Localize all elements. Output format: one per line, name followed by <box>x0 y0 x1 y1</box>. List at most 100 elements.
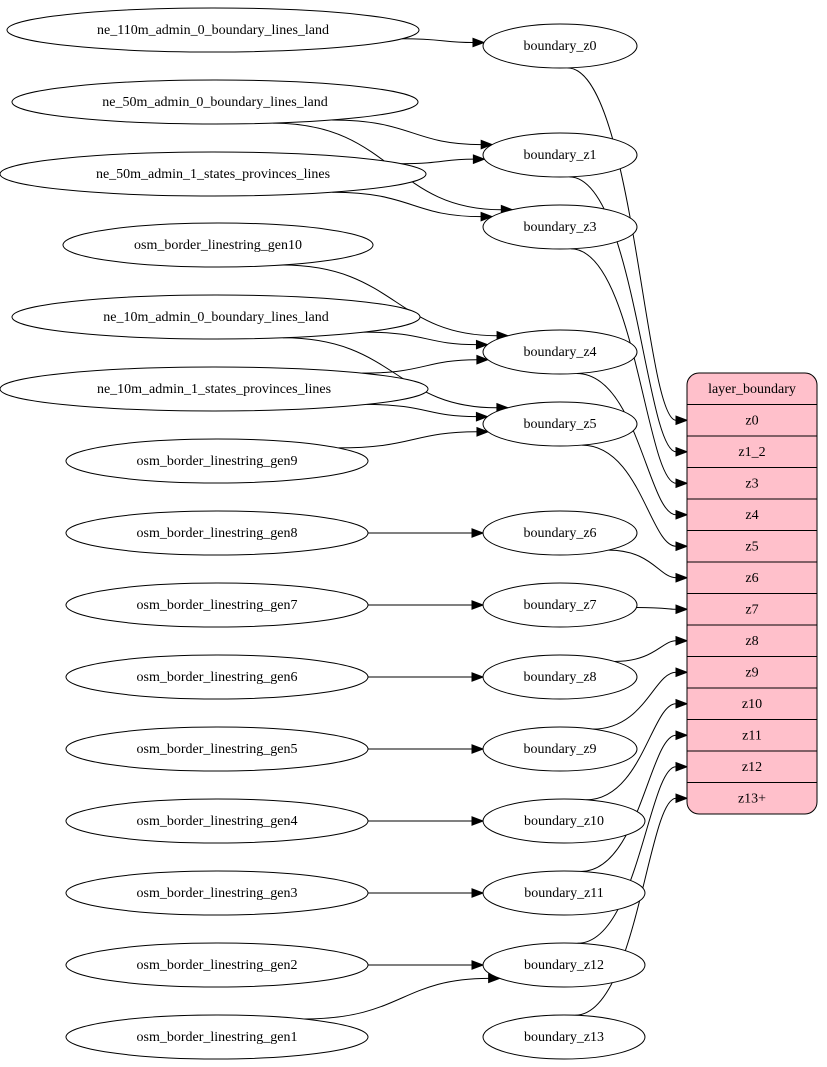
boundary-node-boundary_z6[interactable]: boundary_z6 <box>482 510 638 556</box>
node-label: osm_border_linestring_gen3 <box>137 886 298 901</box>
edge-boundary_z3-to-z3 <box>570 248 689 489</box>
boundary-node-boundary_z1[interactable]: boundary_z1 <box>482 132 638 178</box>
source-node-ne_50m_admin_0_boundary_lines_land[interactable]: ne_50m_admin_0_boundary_lines_land <box>11 79 419 125</box>
source-node-osm_border_linestring_gen2[interactable]: osm_border_linestring_gen2 <box>65 942 369 988</box>
node-ellipse <box>11 79 419 125</box>
boundary-node-boundary_z0[interactable]: boundary_z0 <box>482 23 638 69</box>
edge-boundary_z9-to-z9 <box>592 667 689 730</box>
source-node-osm_border_linestring_gen5[interactable]: osm_border_linestring_gen5 <box>65 726 369 772</box>
source-node-osm_border_linestring_gen8[interactable]: osm_border_linestring_gen8 <box>65 510 369 556</box>
edge-osm_border_linestring_gen1-to-boundary_z12 <box>303 973 502 1020</box>
edge-path <box>586 703 677 801</box>
source-node-ne_10m_admin_1_states_provinces_lines[interactable]: ne_10m_admin_1_states_provinces_lines <box>0 366 429 412</box>
table-row-z8[interactable]: z8 <box>745 634 758 649</box>
edge-ne_50m_admin_1_states_provinces_lines-to-boundary_z3 <box>332 191 494 222</box>
node-ellipse <box>482 401 638 447</box>
node-ellipse <box>11 294 421 340</box>
source-node-osm_border_linestring_gen6[interactable]: osm_border_linestring_gen6 <box>65 654 369 700</box>
node-label: boundary_z0 <box>523 39 596 54</box>
table-row-z12[interactable]: z12 <box>742 760 762 775</box>
edge-arrowhead <box>476 354 490 365</box>
source-node-ne_10m_admin_0_boundary_lines_land[interactable]: ne_10m_admin_0_boundary_lines_land <box>11 294 421 340</box>
edge-arrowhead <box>675 572 689 583</box>
node-ellipse <box>65 582 369 628</box>
node-label: osm_border_linestring_gen9 <box>137 454 298 469</box>
edge-arrowhead <box>675 667 689 678</box>
edge-ne_10m_admin_1_states_provinces_lines-to-boundary_z4 <box>362 354 490 374</box>
edge-osm_border_linestring_gen6-to-boundary_z8 <box>368 672 485 682</box>
table-row-z4[interactable]: z4 <box>745 508 758 523</box>
edge-path <box>366 403 477 418</box>
edge-arrowhead <box>675 478 689 489</box>
source-node-osm_border_linestring_gen9[interactable]: osm_border_linestring_gen9 <box>65 438 369 484</box>
node-ellipse <box>482 204 638 250</box>
edge-path <box>576 372 677 516</box>
edge-ne_10m_admin_1_states_provinces_lines-to-boundary_z5 <box>366 403 489 422</box>
table-row-z0[interactable]: z0 <box>745 413 758 428</box>
source-node-osm_border_linestring_gen3[interactable]: osm_border_linestring_gen3 <box>65 870 369 916</box>
table-row-z13+[interactable]: z13+ <box>738 791 766 806</box>
boundary-node-boundary_z8[interactable]: boundary_z8 <box>482 654 638 700</box>
edge-path <box>362 359 477 374</box>
table-row-z10[interactable]: z10 <box>742 697 762 712</box>
boundary-node-boundary_z10[interactable]: boundary_z10 <box>482 798 646 844</box>
edge-arrowhead <box>472 154 486 165</box>
edge-path <box>581 444 677 547</box>
table-row-z5[interactable]: z5 <box>745 539 758 554</box>
edge-path <box>282 264 498 337</box>
edge-arrowhead <box>471 888 485 898</box>
source-node-osm_border_linestring_gen10[interactable]: osm_border_linestring_gen10 <box>62 222 374 268</box>
edge-arrowhead <box>675 635 689 646</box>
node-ellipse <box>62 222 374 268</box>
edge-osm_border_linestring_gen2-to-boundary_z12 <box>368 960 485 970</box>
node-label: ne_50m_admin_0_boundary_lines_land <box>102 95 328 110</box>
node-ellipse <box>482 582 638 628</box>
edge-arrowhead <box>675 541 689 552</box>
table-row-z1_2[interactable]: z1_2 <box>738 445 765 460</box>
edge-path <box>614 640 677 662</box>
edge-boundary_z6-to-z6 <box>608 549 689 583</box>
source-node-ne_110m_admin_0_boundary_lines_land[interactable]: ne_110m_admin_0_boundary_lines_land <box>6 7 420 53</box>
edge-path <box>570 248 677 484</box>
source-node-ne_50m_admin_1_states_provinces_lines[interactable]: ne_50m_admin_1_states_provinces_lines <box>0 151 427 197</box>
edge-osm_border_linestring_gen5-to-boundary_z9 <box>367 744 485 754</box>
source-node-osm_border_linestring_gen1[interactable]: osm_border_linestring_gen1 <box>65 1014 369 1060</box>
boundary-node-boundary_z12[interactable]: boundary_z12 <box>482 942 646 988</box>
node-label: ne_50m_admin_1_states_provinces_lines <box>96 167 330 182</box>
edge-boundary_z5-to-z5 <box>581 444 689 552</box>
edge-arrowhead <box>675 698 689 709</box>
boundary-node-boundary_z5[interactable]: boundary_z5 <box>482 401 638 447</box>
table-row-z3[interactable]: z3 <box>745 476 758 491</box>
node-label: ne_10m_admin_1_states_provinces_lines <box>97 382 331 397</box>
edge-path <box>580 734 677 872</box>
table-row-z7[interactable]: z7 <box>745 602 758 617</box>
node-ellipse <box>6 7 420 53</box>
boundary-node-boundary_z11[interactable]: boundary_z11 <box>482 870 646 916</box>
edge-arrowhead <box>471 960 485 970</box>
boundary-node-boundary_z9[interactable]: boundary_z9 <box>482 726 638 772</box>
edge-arrowhead <box>675 793 689 804</box>
edge-arrowhead <box>675 509 689 520</box>
node-ellipse <box>482 132 638 178</box>
boundary-node-boundary_z3[interactable]: boundary_z3 <box>482 204 638 250</box>
node-ellipse <box>65 654 369 700</box>
layer-boundary-table: layer_boundary z0 z1_2 z3 z4 z5 z6 z7 z8 z9 z10 z11… <box>686 372 818 815</box>
table-row-z9[interactable]: z9 <box>745 665 758 680</box>
edge-boundary_z1-to-z1_2 <box>569 176 689 457</box>
boundary-node-boundary_z7[interactable]: boundary_z7 <box>482 582 638 628</box>
source-node-osm_border_linestring_gen7[interactable]: osm_border_linestring_gen7 <box>65 582 369 628</box>
edge-osm_border_linestring_gen4-to-boundary_z10 <box>368 816 485 826</box>
edge-boundary_z13-to-z13+ <box>575 793 689 1016</box>
node-label: boundary_z1 <box>523 148 596 163</box>
node-label: osm_border_linestring_gen8 <box>137 526 298 541</box>
edge-path <box>303 977 489 1020</box>
edge-path <box>636 607 677 610</box>
node-label: boundary_z4 <box>523 345 596 360</box>
boundary-node-boundary_z13[interactable]: boundary_z13 <box>482 1014 646 1060</box>
table-row-z11[interactable]: z11 <box>742 728 762 743</box>
table-row-z6[interactable]: z6 <box>745 571 758 586</box>
source-node-osm_border_linestring_gen4[interactable]: osm_border_linestring_gen4 <box>65 798 369 844</box>
boundary-node-boundary_z4[interactable]: boundary_z4 <box>482 329 638 375</box>
edge-ne_50m_admin_0_boundary_lines_land-to-boundary_z1 <box>332 119 494 150</box>
